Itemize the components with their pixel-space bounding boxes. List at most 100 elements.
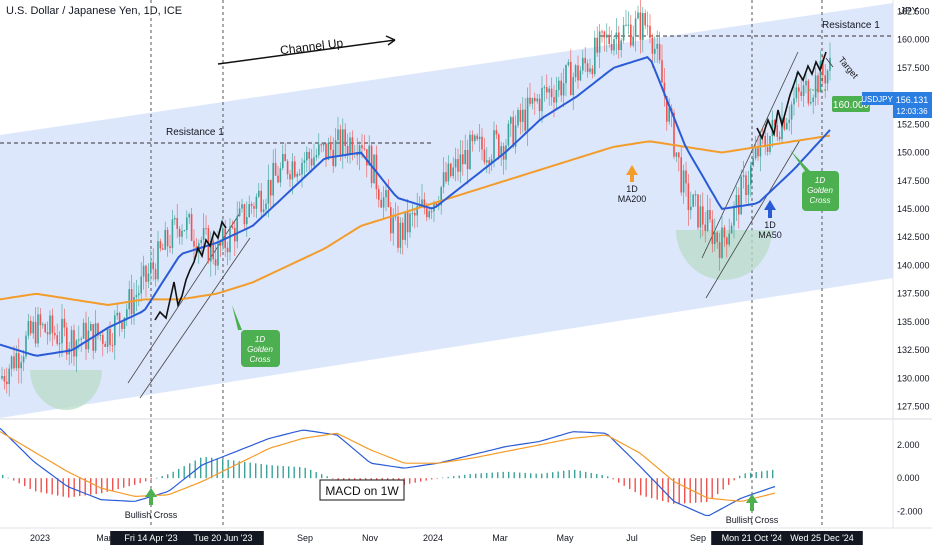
candle [142, 265, 145, 277]
candle [574, 65, 577, 78]
golden-cross-badge-right: 1D Golden Cross [790, 150, 839, 211]
histogram-bar [590, 472, 592, 479]
candle [82, 322, 85, 339]
candle [34, 321, 37, 344]
histogram-bar [106, 478, 108, 492]
candle [378, 189, 380, 200]
histogram-bar [458, 475, 460, 479]
candle [798, 87, 800, 92]
candle [315, 155, 318, 158]
candle [318, 144, 320, 156]
histogram-bar [634, 478, 636, 493]
price-tick-label: 137.500 [897, 289, 930, 299]
candle [25, 335, 27, 357]
histogram-bar [574, 469, 576, 479]
svg-text:Bullish Cross: Bullish Cross [125, 510, 178, 520]
candle [577, 65, 579, 81]
histogram-bar [13, 478, 15, 481]
histogram-bar [156, 477, 158, 479]
mini-channel-right [701, 51, 801, 299]
candle [666, 96, 668, 122]
candle [116, 312, 118, 316]
candle [361, 145, 363, 149]
candle [572, 77, 574, 96]
candle [270, 179, 272, 196]
candle [656, 43, 658, 49]
candle [481, 136, 483, 150]
candle [740, 176, 742, 215]
candle [546, 87, 548, 93]
symbol-tag [862, 92, 893, 105]
histogram-bar [414, 478, 416, 483]
macd-tick-label: -2.000 [897, 506, 923, 516]
candle [702, 206, 704, 225]
price-scale[interactable]: 162.500160.000157.500155.000152.500150.0… [897, 6, 930, 411]
candle [454, 159, 457, 168]
resistance-label-right: Resistance 1 [822, 20, 880, 31]
histogram-bar [557, 471, 559, 479]
candle [493, 130, 495, 160]
candle [327, 142, 330, 160]
time-highlight-box [182, 531, 264, 545]
candle [745, 175, 747, 196]
histogram-bar [216, 458, 218, 479]
candle [279, 168, 282, 183]
candle [63, 318, 66, 328]
macd-scale[interactable]: 2.000 0.000 -2.000 [897, 440, 923, 516]
candle [730, 225, 733, 234]
candle [150, 262, 152, 274]
histogram-bar [442, 477, 444, 479]
time-tick-label: Jul [626, 533, 638, 543]
candle [538, 98, 541, 112]
candle [337, 129, 339, 141]
histogram-bar [18, 478, 20, 484]
accumulation-arc-right [676, 230, 772, 280]
time-axis[interactable]: 2023MarMayJulSepNov2024MarMayJulSepDecFr… [30, 531, 863, 545]
candle [313, 157, 315, 166]
candle [805, 80, 807, 86]
candle [586, 63, 589, 72]
time-highlight-label: Wed 25 Dec '24 [790, 533, 854, 543]
histogram-bar [310, 469, 312, 479]
histogram-bar [431, 478, 433, 480]
price-tick-label: 135.000 [897, 317, 930, 327]
channel-band [0, 3, 893, 418]
candle [654, 48, 656, 54]
candle [824, 75, 826, 84]
candle [450, 163, 452, 177]
candle [99, 334, 102, 336]
candle [147, 273, 150, 282]
candle [565, 64, 567, 84]
histogram-bar [145, 478, 147, 482]
histogram-bar [750, 472, 752, 479]
histogram-bar [271, 465, 273, 479]
candle [222, 228, 224, 246]
candle [22, 356, 25, 363]
candle [325, 143, 327, 160]
accumulation-arc-left [30, 370, 102, 410]
ma50-marker: 1D MA50 [758, 200, 782, 240]
histogram-bar [546, 472, 548, 479]
candle [145, 265, 147, 282]
candle [430, 211, 433, 213]
svg-text:1D: 1D [255, 335, 265, 344]
histogram-bar [744, 473, 746, 479]
price-tick-label: 132.500 [897, 345, 930, 355]
candle [243, 204, 246, 225]
candle [154, 269, 157, 280]
histogram-bar [112, 478, 114, 491]
macd-title: MACD on 1W [325, 484, 399, 498]
candle [320, 144, 322, 146]
svg-text:Cross: Cross [810, 196, 831, 205]
candle [289, 174, 291, 180]
candle [214, 259, 217, 266]
candle [570, 61, 572, 96]
candle [462, 154, 464, 165]
candle [476, 135, 478, 140]
candle [39, 314, 42, 326]
bullish-cross-right: Bullish Cross [726, 494, 779, 525]
candle [229, 226, 231, 253]
histogram-bar [761, 471, 763, 479]
candle [531, 97, 534, 104]
